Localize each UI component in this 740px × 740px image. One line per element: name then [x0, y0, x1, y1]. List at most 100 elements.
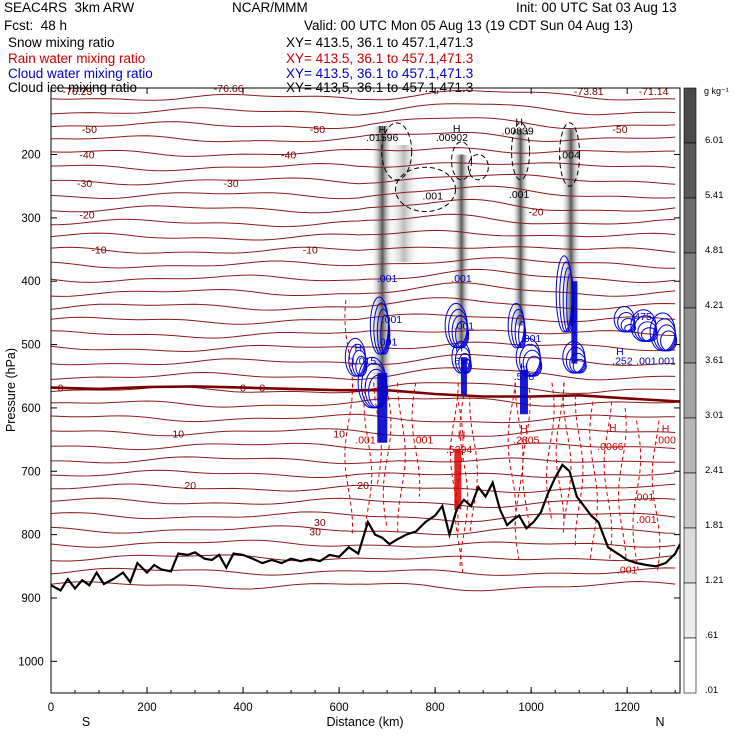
rain-label: .5394 [446, 444, 472, 456]
rain-label: .001 [634, 492, 655, 504]
temperature-contour [51, 367, 676, 381]
rain-label: .001 [636, 514, 657, 526]
temperature-label: 20 [357, 480, 369, 492]
rain-field-xy: XY= 413.5, 36.1 to 457.1,471.3 [286, 51, 474, 66]
forecast-label: Fcst: 48 h [4, 18, 68, 33]
terrain-line [51, 463, 680, 592]
temperature-contour [51, 89, 676, 101]
temperature-label: 0 [259, 383, 265, 395]
temperature-label: -76.66 [214, 83, 244, 95]
cloud-water-label: .001 [655, 355, 676, 367]
x-axis-title: Distance (km) [326, 715, 403, 729]
colorbar-label: .61 [705, 630, 718, 641]
colorbar-label: 1.81 [705, 520, 724, 531]
rain-contour [617, 407, 627, 561]
cloud-water-label: .656 [451, 355, 472, 367]
cloud-water-label: .475 [631, 311, 652, 323]
colorbar-swatch [683, 307, 697, 364]
temperature-contour [51, 213, 676, 228]
rain-label: .000 [655, 435, 676, 447]
rain-contour [521, 388, 531, 529]
x-tick-label: 0 [48, 702, 54, 714]
cloudwater-field-xy: XY= 413.5, 36.1 to 457.1,471.3 [286, 66, 474, 81]
rain-contour [363, 382, 373, 535]
temperature-contour [51, 497, 676, 509]
y-tick-label: 600 [21, 403, 40, 415]
colorbar-label: 4.81 [705, 245, 724, 256]
cloud-water-label: .001 [521, 333, 542, 345]
cloud-water-label: .001 [636, 355, 657, 367]
init-label: Init: 00 UTC Sat 03 Aug 13 [516, 0, 677, 15]
y-tick-label: 800 [21, 530, 40, 542]
snow-shading-column [511, 129, 530, 326]
x-tick-label: 200 [137, 702, 156, 714]
rain-contour [454, 395, 464, 573]
plot-frame [50, 87, 681, 694]
temperature-contour [51, 185, 676, 200]
south-end-label: S [82, 715, 90, 729]
rain-contour [344, 300, 353, 535]
rain-contour [459, 395, 469, 567]
rain-label: H [458, 430, 466, 442]
temperature-contour [51, 198, 676, 214]
temperature-contour [51, 229, 676, 241]
rain-contour [411, 382, 421, 497]
temperature-contour [51, 567, 676, 576]
y-tick-label: 700 [21, 466, 40, 478]
temperature-label: 10 [172, 428, 184, 440]
rain-contour [507, 382, 517, 529]
snow-field-name: Snow mixing ratio [8, 35, 115, 50]
cloud-ice-contour [511, 122, 531, 181]
rain-label: .001 [617, 564, 638, 576]
temperature-contour [51, 117, 676, 130]
snow-shading-column [386, 145, 421, 263]
snow-label: H [515, 117, 523, 129]
temperature-contour [51, 511, 676, 523]
temperature-contour [51, 103, 676, 116]
colorbar-swatch [683, 252, 697, 309]
temperature-label: 0 [58, 383, 64, 395]
cloud-water-contour [380, 314, 391, 355]
x-tick-label: 1000 [518, 702, 544, 714]
rain-contour [589, 401, 598, 561]
freezing-level-contour [51, 385, 680, 403]
temperature-label: -20 [528, 207, 543, 219]
colorbar-swatch [683, 637, 697, 694]
colorbar-swatch [683, 87, 697, 144]
temperature-label: -30 [223, 178, 238, 190]
cloud-water-core [571, 281, 578, 364]
model-label: SEAC4RS 3km ARW [4, 0, 135, 15]
cloud-water-label: 1.015 [350, 355, 376, 367]
cloud-water-contour [355, 355, 368, 377]
colorbar-swatch [683, 362, 697, 419]
rain-contour [562, 382, 572, 523]
temperature-contour [51, 483, 676, 494]
temperature-label: -40 [79, 150, 94, 162]
colorbar-label: 1.21 [705, 575, 724, 586]
temperature-contour [51, 329, 676, 339]
temperature-contour [51, 341, 676, 353]
temperature-label: -10 [303, 245, 318, 257]
snow-label: .001 [509, 189, 530, 201]
rain-contour [382, 382, 392, 529]
temperature-contour [51, 131, 676, 143]
rain-contour [651, 420, 661, 573]
y-tick-label: 300 [21, 213, 40, 225]
temperature-label: -73.81 [574, 86, 604, 98]
rain-label: .0066 [597, 441, 623, 453]
temperature-label: -50 [310, 124, 325, 136]
cloud-water-label: .001 [382, 314, 403, 326]
cloud-water-label: .001 [454, 321, 475, 333]
temperature-label: -40 [281, 150, 296, 162]
rain-contour [632, 420, 642, 573]
snow-label: H [453, 123, 461, 135]
temperature-label: -50 [82, 124, 97, 136]
rain-contour [514, 382, 524, 561]
x-tick-label: 1200 [614, 702, 640, 714]
colorbar-swatch [683, 197, 697, 254]
colorbar-label: 3.01 [705, 410, 724, 421]
y-tick-label: 200 [21, 150, 40, 162]
cloud-water-core [519, 369, 528, 415]
colorbar-unit: g kg⁻¹ [704, 86, 729, 96]
colorbar-label: 5.41 [705, 190, 724, 201]
